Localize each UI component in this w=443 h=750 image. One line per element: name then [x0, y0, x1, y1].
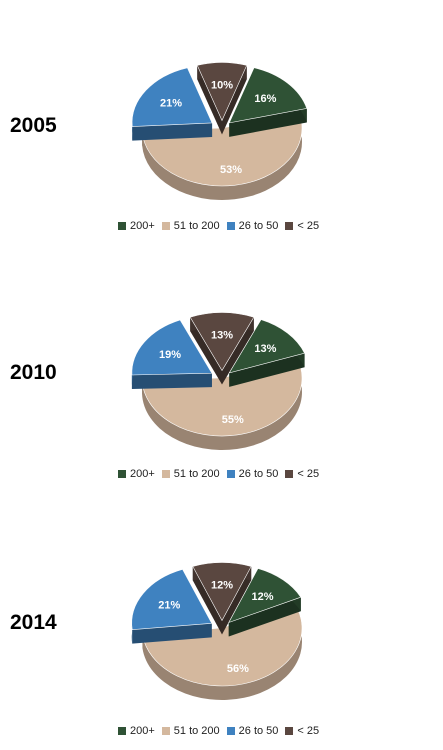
legend-label: 200+: [130, 468, 155, 480]
pie-chart-2005: 2005 53% 21% 10% 16% 200+ 51 to 200 26 to 5…: [0, 0, 443, 250]
legend-swatch: [226, 727, 235, 735]
pie-slice-200-plus-top: [228, 67, 308, 124]
pie-slice-26-to-50-wall: [131, 373, 212, 389]
legend-label: 200+: [130, 725, 155, 737]
pie-slice-200-plus: 12%: [228, 568, 302, 637]
legend-item-51-to-200: 51 to 200: [161, 468, 220, 480]
pie-slice-200-plus: 13%: [228, 319, 305, 387]
legend-item-200-plus: 200+: [118, 468, 155, 480]
pie-slice-200-plus-wall: [229, 108, 307, 137]
legend: 200+ 51 to 200 26 to 50 < 25: [118, 725, 326, 737]
data-label: 12%: [251, 591, 273, 603]
pie-slice-under-25-top: [196, 62, 248, 122]
chart-title: 2010: [10, 361, 57, 384]
pie-slice-under-25-wall: [192, 566, 222, 635]
data-label: 21%: [160, 98, 182, 110]
chart-title: 2005: [10, 114, 57, 137]
pie-chart-2010: 2010 55% 19% 13% 13% 200+ 51 to 200 26 to 5…: [0, 250, 443, 500]
legend-swatch: [285, 470, 294, 478]
legend-item-under-25: < 25: [285, 725, 319, 737]
pie-slice-under-25: 13%: [189, 312, 255, 385]
data-label: 53%: [220, 164, 242, 176]
pie-slice-under-25-top: [192, 562, 252, 622]
data-label: 12%: [211, 580, 233, 592]
pie-slice-200-plus: 16%: [228, 67, 308, 137]
legend-swatch: [161, 727, 170, 735]
pie-slice-26-to-50-wall: [132, 623, 212, 644]
pie-slice-under-25-wall: [222, 65, 247, 135]
legend-item-under-25: < 25: [285, 468, 319, 480]
legend-item-26-to-50: 26 to 50: [226, 220, 279, 232]
legend-label: 26 to 50: [238, 220, 279, 232]
legend: 200+ 51 to 200 26 to 50 < 25: [118, 468, 326, 480]
legend-swatch: [118, 470, 126, 478]
pie-slice-under-25-wall: [190, 317, 222, 385]
data-label: 55%: [222, 414, 244, 426]
pie-slice-under-25-wall: [222, 317, 254, 385]
legend-label: 51 to 200: [173, 220, 220, 232]
legend-label: < 25: [297, 725, 320, 737]
pie-svg: 55% 19% 13% 13%: [131, 312, 305, 451]
pie-slice-26-to-50-top: [131, 67, 213, 127]
legend-item-51-to-200: 51 to 200: [161, 220, 220, 232]
legend-item-26-to-50: 26 to 50: [226, 468, 279, 480]
pie-slice-26-to-50: 21%: [131, 568, 213, 644]
legend-swatch: [285, 222, 294, 230]
pie-slice-26-to-50-top: [131, 568, 213, 630]
legend-swatch: [161, 222, 170, 230]
legend-item-200-plus: 200+: [118, 725, 155, 737]
pie-slice-26-to-50: 19%: [131, 319, 213, 389]
legend-label: 200+: [130, 220, 155, 232]
legend-swatch: [226, 470, 235, 478]
pie-svg: 53% 21% 10% 16%: [131, 62, 308, 200]
pie-chart-2014: 2014 56% 21% 12% 12% 200+ 51 to 200 26 to 5…: [0, 500, 443, 750]
legend: 200+ 51 to 200 26 to 50 < 25: [118, 220, 326, 232]
data-label: 16%: [254, 93, 276, 105]
pie-slice-26-to-50-top: [131, 319, 213, 376]
legend-label: < 25: [297, 468, 320, 480]
chart-title: 2014: [10, 611, 57, 634]
legend-item-26-to-50: 26 to 50: [226, 725, 279, 737]
data-label: 13%: [254, 343, 276, 355]
pie-slice-200-plus-top: [228, 568, 302, 624]
legend-label: 26 to 50: [238, 725, 279, 737]
pie-slice-under-25: 10%: [196, 62, 248, 135]
pie-slice-under-25-wall: [222, 566, 252, 635]
legend-label: 26 to 50: [238, 468, 279, 480]
pie-slice-under-25: 12%: [192, 562, 252, 635]
legend-swatch: [118, 727, 126, 735]
pie-svg: 56% 21% 12% 12%: [131, 562, 303, 700]
legend-item-under-25: < 25: [285, 220, 319, 232]
legend-label: < 25: [297, 220, 320, 232]
data-label: 10%: [211, 80, 233, 92]
pie-slice-26-to-50-wall: [132, 122, 213, 141]
legend-label: 51 to 200: [173, 468, 220, 480]
data-label: 19%: [159, 349, 181, 361]
pie-slice-200-plus-top: [228, 319, 305, 374]
data-label: 13%: [211, 330, 233, 342]
data-label: 56%: [227, 663, 249, 675]
pie-slice-26-to-50: 21%: [131, 67, 213, 141]
legend-swatch: [285, 727, 294, 735]
pie-slice-200-plus-wall: [229, 353, 305, 387]
pie-slice-200-plus-wall: [228, 597, 301, 637]
legend-swatch: [118, 222, 126, 230]
legend-item-200-plus: 200+: [118, 220, 155, 232]
legend-swatch: [161, 470, 170, 478]
legend-item-51-to-200: 51 to 200: [161, 725, 220, 737]
legend-swatch: [226, 222, 235, 230]
data-label: 21%: [158, 600, 180, 612]
pie-slice-under-25-wall: [197, 65, 222, 135]
pie-slice-under-25-top: [189, 312, 255, 372]
legend-label: 51 to 200: [173, 725, 220, 737]
